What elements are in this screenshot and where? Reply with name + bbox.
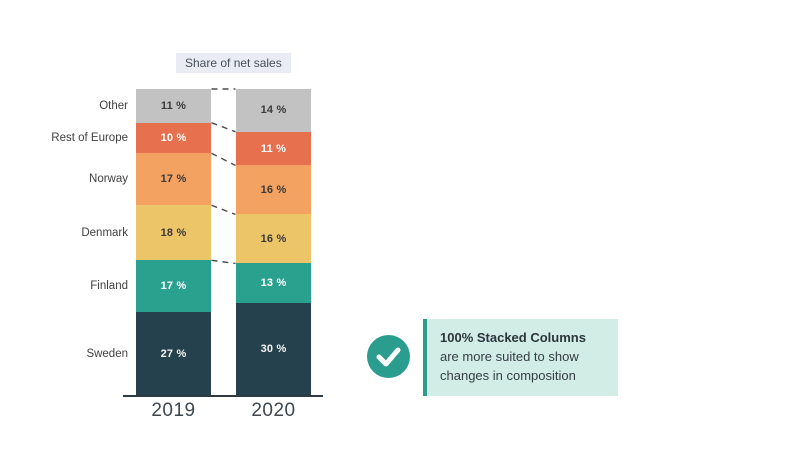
segment-rest-of-europe-2019: 10 % <box>136 122 211 154</box>
segment-value-label: 18 % <box>160 226 187 239</box>
category-label-sweden: Sweden <box>86 347 128 360</box>
segment-value-label: 10 % <box>160 131 187 144</box>
segment-finland-2020: 13 % <box>236 263 311 304</box>
segment-rest-of-europe-2020: 11 % <box>236 131 311 166</box>
connector-denmark <box>211 204 236 216</box>
segment-sweden-2020: 30 % <box>236 303 311 395</box>
connector-rest-of-europe <box>211 122 236 133</box>
x-axis-label-2019: 2019 <box>151 400 196 421</box>
note-text-bold: 100% Stacked Columns <box>440 330 586 345</box>
note-text: 100% Stacked Columns are more suited to … <box>440 330 586 383</box>
segment-value-label: 30 % <box>260 343 287 356</box>
category-label-rest-of-europe: Rest of Europe <box>51 131 128 144</box>
segment-value-label: 13 % <box>260 277 287 290</box>
note-box: 100% Stacked Columns are more suited to … <box>423 319 618 396</box>
category-label-finland: Finland <box>90 280 128 293</box>
connector-finland <box>211 259 236 265</box>
segment-value-label: 14 % <box>260 104 287 117</box>
segment-denmark-2019: 18 % <box>136 205 211 261</box>
segment-norway-2019: 17 % <box>136 153 211 206</box>
note-text-rest: are more suited to show changes in compo… <box>440 348 579 383</box>
segment-other-2020: 14 % <box>236 89 311 132</box>
category-label-other: Other <box>99 99 128 112</box>
segment-value-label: 11 % <box>260 142 287 155</box>
segment-value-label: 17 % <box>160 280 187 293</box>
segment-value-label: 16 % <box>260 183 287 196</box>
x-axis-label-2020: 2020 <box>251 400 296 421</box>
column-2019: 11 % 10 % 17 % 18 % 17 % 27 % <box>136 89 211 395</box>
segment-denmark-2020: 16 % <box>236 214 311 264</box>
segment-sweden-2019: 27 % <box>136 312 211 395</box>
category-label-denmark: Denmark <box>81 226 128 239</box>
category-label-norway: Norway <box>89 173 128 186</box>
check-icon <box>367 335 410 378</box>
segment-value-label: 27 % <box>160 347 187 360</box>
segment-norway-2020: 16 % <box>236 165 311 215</box>
segment-other-2019: 11 % <box>136 89 211 123</box>
segment-value-label: 17 % <box>160 173 187 186</box>
check-badge <box>367 335 410 378</box>
segment-finland-2019: 17 % <box>136 260 211 313</box>
chart-title: Share of net sales <box>176 53 291 73</box>
column-2020: 14 % 11 % 16 % 16 % 13 % 30 % <box>236 89 311 395</box>
segment-value-label: 11 % <box>160 99 187 112</box>
segment-value-label: 16 % <box>260 232 287 245</box>
connector-norway <box>211 152 236 167</box>
x-axis-line <box>123 395 323 397</box>
